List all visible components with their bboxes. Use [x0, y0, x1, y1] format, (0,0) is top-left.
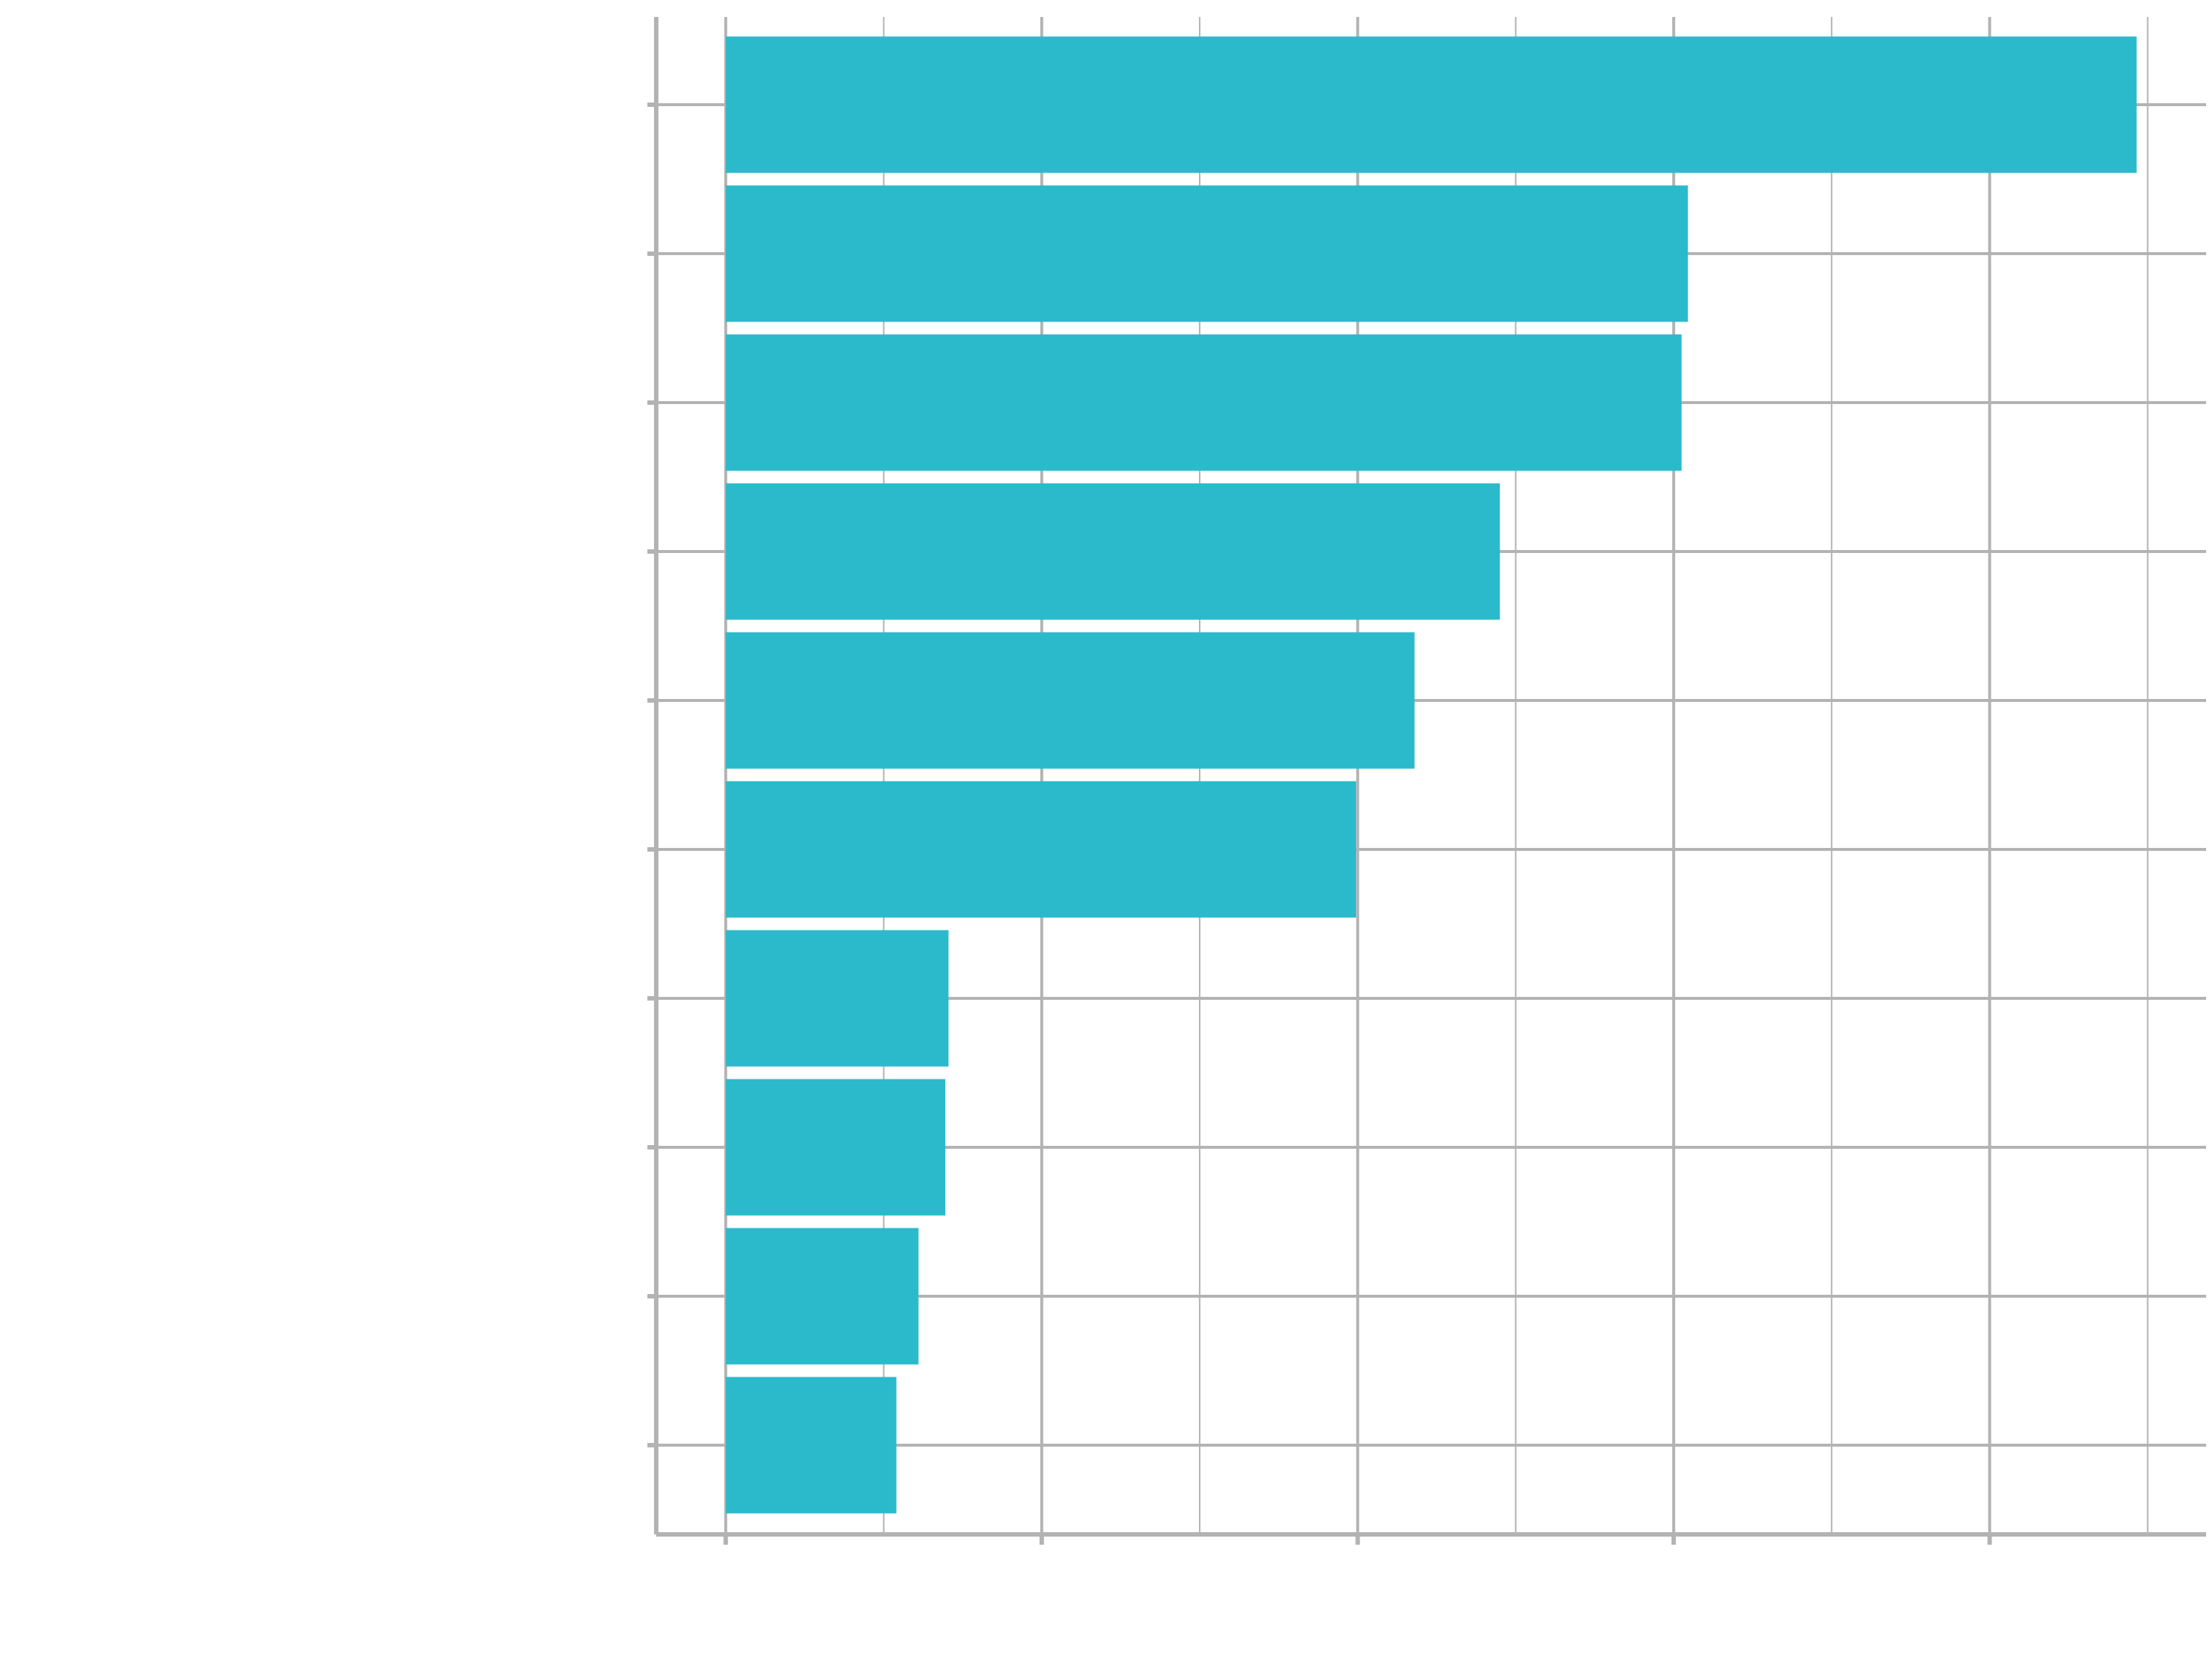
bar: [726, 930, 949, 1067]
bar: [726, 483, 1500, 620]
bar: [726, 781, 1357, 918]
bar: [726, 185, 1688, 322]
bar: [726, 632, 1415, 769]
bar: [726, 1079, 946, 1216]
bar: [726, 36, 2137, 173]
bar: [726, 334, 1682, 471]
bar: [726, 1377, 897, 1514]
bar: [726, 1228, 919, 1365]
